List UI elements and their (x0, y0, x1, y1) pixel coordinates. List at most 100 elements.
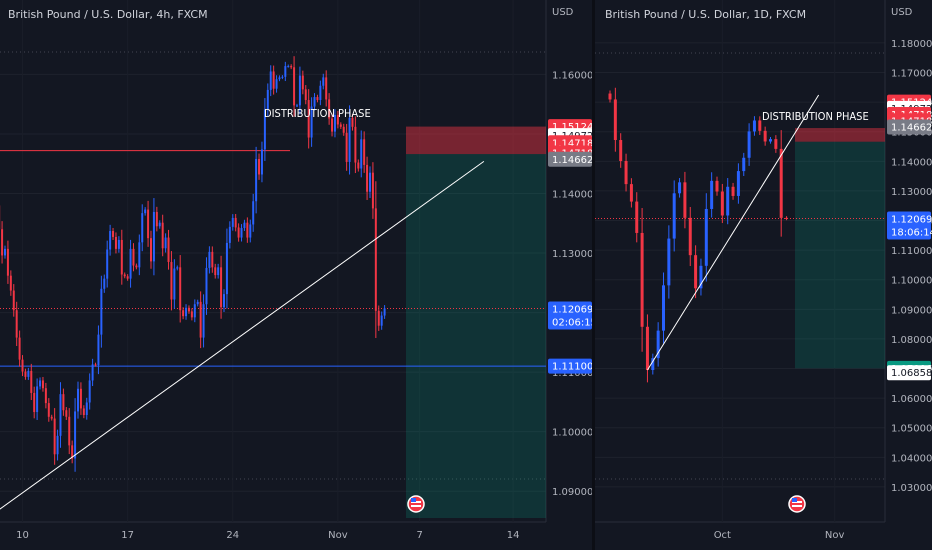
candle (30, 370, 33, 393)
candle (228, 226, 231, 243)
candle (164, 237, 167, 249)
candle (234, 217, 237, 228)
candle (202, 304, 205, 338)
currency-label: USD (891, 7, 913, 18)
candle (135, 265, 138, 268)
candle (758, 120, 762, 131)
chart-pane-4h[interactable]: 1.090001.100001.110001.120001.130001.140… (0, 0, 592, 550)
us-flag-icon (788, 495, 806, 513)
candle (298, 75, 301, 106)
candle (304, 89, 307, 101)
candle (683, 182, 687, 218)
y-tick-label: 1.08000 (891, 335, 932, 346)
pane-divider[interactable] (592, 0, 595, 550)
candle (109, 231, 112, 250)
candle (736, 171, 740, 196)
candle (114, 236, 117, 249)
x-tick-label: 17 (121, 530, 134, 541)
candle (640, 232, 644, 327)
candle (357, 162, 360, 169)
y-tick-label: 1.16000 (552, 70, 592, 81)
price-tag-label: 1.14662 (552, 155, 592, 166)
candle (205, 267, 208, 305)
trendline (0, 160, 485, 510)
candle (62, 394, 65, 411)
candle (619, 140, 623, 162)
y-tick-label: 1.09000 (552, 487, 592, 498)
candle (100, 288, 103, 335)
candle (726, 186, 730, 216)
candle (6, 248, 9, 276)
candle (380, 315, 383, 326)
candle (255, 158, 258, 202)
candle (769, 139, 772, 142)
chart-title: British Pound / U.S. Dollar, 4h, FXCM (8, 8, 208, 21)
candle (79, 388, 82, 409)
candle (287, 66, 290, 68)
candle (41, 380, 44, 389)
candle (150, 238, 152, 262)
candle (33, 392, 36, 413)
candle (249, 224, 252, 238)
candle (193, 304, 196, 318)
y-tick-label: 1.17000 (891, 69, 932, 80)
y-tick-label: 1.09000 (891, 305, 932, 316)
y-tick-label: 1.10000 (891, 276, 932, 287)
price-tag-label: 1.12069 (552, 304, 592, 315)
candle (688, 217, 692, 256)
chart-title: British Pound / U.S. Dollar, 1D, FXCM (605, 8, 807, 21)
y-tick-label: 1.14000 (552, 190, 592, 201)
candle (97, 334, 100, 365)
candle (651, 358, 655, 370)
candle (155, 211, 158, 227)
candle (208, 251, 211, 268)
target-zone (406, 154, 546, 518)
candle (624, 161, 628, 185)
candle (120, 239, 123, 275)
candle (742, 157, 746, 172)
price-tag (548, 358, 592, 374)
candle (176, 267, 179, 269)
candle (319, 85, 322, 101)
candle (328, 99, 331, 119)
candle (331, 118, 334, 132)
candle (360, 139, 363, 169)
price-tag-label: 1.14662 (891, 122, 932, 133)
y-tick-label: 1.03000 (891, 483, 932, 494)
candle (68, 416, 71, 446)
candle (275, 79, 278, 89)
candle (785, 217, 789, 219)
countdown-label: 18:06:14 (891, 227, 932, 238)
chart-1d[interactable]: 1.030001.040001.050001.060001.070001.080… (595, 0, 932, 550)
candle (225, 242, 228, 295)
y-tick-label: 1.05000 (891, 424, 932, 435)
candle (774, 139, 778, 149)
candle (103, 278, 106, 289)
candle (720, 191, 724, 216)
chart-4h[interactable]: 1.090001.100001.110001.120001.130001.140… (0, 0, 592, 550)
candle (763, 130, 767, 142)
candle (44, 388, 47, 404)
countdown-label: 02:06:15 (552, 317, 592, 328)
candle (374, 208, 377, 311)
chart-pane-1d[interactable]: 1.030001.040001.050001.060001.070001.080… (595, 0, 932, 550)
flag-canton (411, 498, 416, 502)
y-tick-label: 1.11000 (891, 246, 932, 257)
candle (39, 380, 42, 387)
candle (351, 117, 354, 127)
candle (240, 228, 243, 238)
candle (71, 445, 74, 459)
candle (12, 290, 15, 311)
candle (1, 229, 4, 256)
candle (296, 105, 298, 107)
candle (231, 217, 234, 227)
price-tag-label: 1.15124 (552, 122, 592, 133)
annotation-text: DISTRIBUTION PHASE (762, 110, 869, 123)
candle (141, 213, 144, 243)
candle (293, 67, 296, 106)
price-tag (887, 119, 931, 135)
stop-zone (795, 128, 885, 142)
candle (246, 222, 249, 238)
x-tick-label: 7 (416, 530, 422, 541)
candle (307, 100, 310, 138)
